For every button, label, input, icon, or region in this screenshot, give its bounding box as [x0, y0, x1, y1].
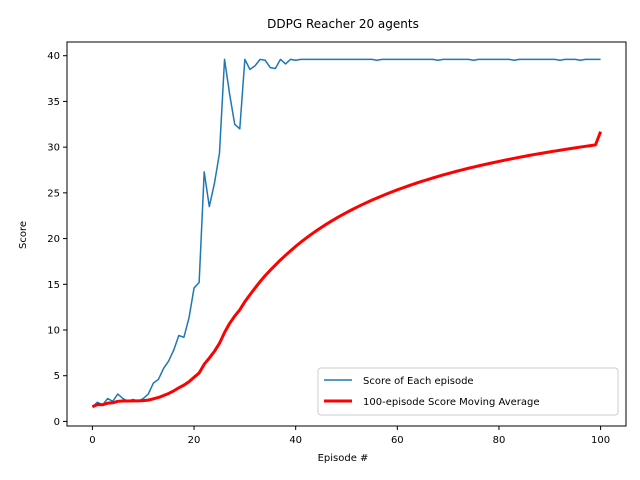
- y-tick-label: 15: [47, 280, 60, 291]
- y-tick-label: 30: [47, 143, 60, 154]
- legend-label-moving-average: 100-episode Score Moving Average: [363, 397, 540, 408]
- y-tick-label: 0: [54, 417, 60, 428]
- x-tick-label: 100: [591, 435, 610, 446]
- x-tick-label: 0: [89, 435, 95, 446]
- x-tick-label: 40: [289, 435, 302, 446]
- y-tick-label: 40: [47, 51, 60, 62]
- y-tick-label: 25: [47, 188, 60, 199]
- y-axis: 0 5 10 15 20 25 30 35 40: [47, 51, 67, 428]
- y-tick-label: 35: [47, 97, 60, 108]
- y-axis-label: Score: [18, 221, 29, 249]
- chart-title: DDPG Reacher 20 agents: [267, 17, 419, 31]
- legend-label-score: Score of Each episode: [363, 376, 474, 387]
- y-tick-label: 5: [54, 371, 60, 382]
- series-line-moving-average: [91, 131, 602, 409]
- legend-box: [317, 367, 619, 416]
- y-tick-label: 20: [47, 234, 60, 245]
- x-tick-label: 20: [188, 435, 201, 446]
- plot-area: [91, 58, 602, 409]
- legend: Score of Each episode 100-episode Score …: [317, 367, 619, 416]
- x-tick-label: 60: [391, 435, 404, 446]
- series-line-score: [91, 58, 601, 408]
- x-axis: 0 20 40 60 80 100: [89, 426, 610, 446]
- plot-frame: [66, 41, 627, 427]
- x-axis-label: Episode #: [318, 453, 369, 464]
- x-tick-label: 80: [493, 435, 506, 446]
- y-tick-label: 10: [47, 326, 60, 337]
